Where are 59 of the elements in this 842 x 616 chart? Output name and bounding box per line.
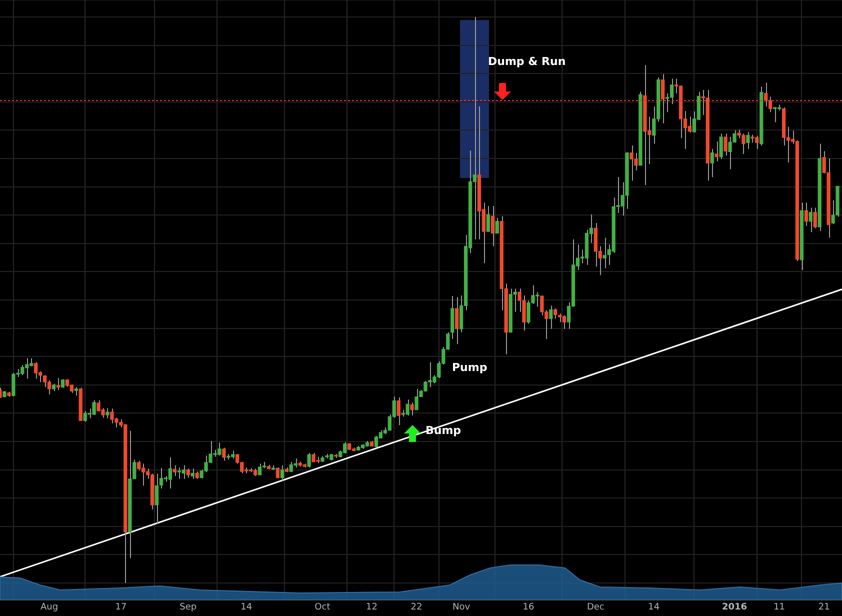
candlestick bbox=[719, 133, 723, 160]
x-tick-label: 21 bbox=[818, 602, 830, 613]
candlestick bbox=[455, 296, 459, 345]
candlestick bbox=[280, 464, 284, 482]
candlestick bbox=[688, 116, 692, 133]
candlestick bbox=[714, 141, 718, 162]
annotation: Dump & Run bbox=[488, 54, 566, 68]
candlestick bbox=[808, 207, 812, 233]
candlestick bbox=[670, 78, 674, 105]
candlestick bbox=[724, 133, 728, 156]
candlestick bbox=[186, 468, 190, 478]
candlestick bbox=[490, 206, 494, 247]
candlestick bbox=[813, 207, 817, 229]
candlestick bbox=[772, 106, 777, 123]
candlestick bbox=[710, 148, 714, 178]
candlestick bbox=[56, 378, 60, 390]
candlestick bbox=[554, 308, 558, 320]
x-tick-label: Oct bbox=[314, 602, 331, 613]
annotation: Bump bbox=[425, 424, 462, 438]
x-tick-label: 16 bbox=[522, 602, 534, 613]
candlestick bbox=[410, 402, 414, 416]
candlestick bbox=[804, 202, 808, 226]
candlestick bbox=[562, 314, 566, 330]
candlestick bbox=[47, 380, 52, 396]
candlestick bbox=[222, 447, 226, 462]
candlestick bbox=[182, 464, 186, 480]
x-tick-label: 22 bbox=[410, 602, 422, 613]
x-tick-label: Nov bbox=[452, 602, 471, 613]
candlestick bbox=[374, 435, 378, 448]
x-tick-label: Aug bbox=[40, 602, 58, 613]
candlestick bbox=[106, 408, 110, 419]
candlestick bbox=[172, 464, 176, 477]
annotation: Pump bbox=[452, 360, 488, 374]
x-tick-label: Sep bbox=[180, 602, 197, 613]
candlestick bbox=[34, 362, 38, 380]
x-tick-label: Dec bbox=[586, 602, 604, 613]
candlestick bbox=[137, 460, 141, 471]
x-tick-label: 12 bbox=[366, 602, 378, 613]
candlestick bbox=[746, 131, 750, 150]
candlestick bbox=[486, 206, 490, 232]
candlestick bbox=[141, 463, 146, 486]
candlestick bbox=[154, 473, 159, 525]
candlestick bbox=[549, 305, 553, 330]
candlestick bbox=[495, 217, 499, 234]
candlestick bbox=[540, 294, 544, 316]
candlestick bbox=[276, 467, 280, 479]
candlestick bbox=[258, 463, 262, 476]
candlestick bbox=[190, 468, 194, 480]
candlestick bbox=[661, 74, 665, 124]
x-tick-label: 14 bbox=[240, 602, 252, 613]
candlestick bbox=[168, 456, 172, 489]
candlestick bbox=[307, 452, 311, 468]
candlestick bbox=[12, 372, 16, 397]
x-tick-label: 17 bbox=[115, 602, 127, 613]
x-tick-label: 2016 bbox=[722, 602, 748, 613]
x-tick-label: 11 bbox=[774, 602, 786, 613]
x-tick-label: 14 bbox=[648, 602, 660, 613]
candlestick bbox=[406, 399, 410, 416]
candlestick bbox=[396, 396, 400, 426]
